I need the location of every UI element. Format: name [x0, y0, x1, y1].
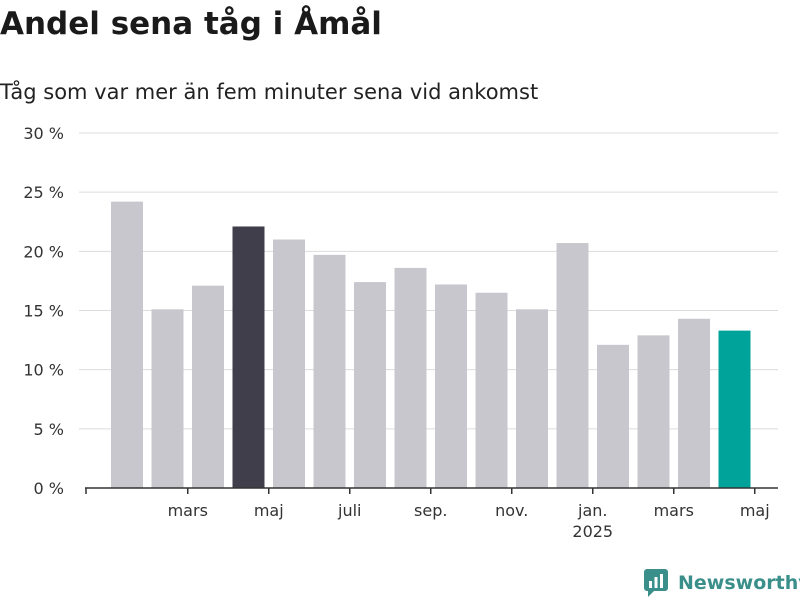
x-tick-label: juli: [337, 501, 361, 520]
y-tick-label: 0 %: [34, 479, 64, 498]
bar: [475, 292, 508, 488]
newsworthy-logo: Newsworthy: [644, 569, 800, 597]
x-tick-label: nov.: [495, 501, 528, 520]
bar: [718, 330, 751, 488]
x-tick-label: jan.: [577, 501, 607, 520]
x-tick-label: mars: [168, 501, 208, 520]
chart-title: Andel sena tåg i Åmål: [0, 6, 382, 42]
bar: [192, 285, 224, 488]
y-tick-label: 5 %: [34, 420, 64, 439]
bar: [556, 243, 589, 488]
bar: [435, 284, 467, 488]
bar: [678, 318, 710, 488]
y-tick-label: 30 %: [23, 124, 64, 143]
bar: [394, 267, 427, 488]
y-tick-label: 10 %: [23, 361, 64, 380]
x-tick-label: maj: [740, 501, 770, 520]
bar-chart-logo-icon: [644, 569, 668, 597]
bar: [232, 226, 265, 488]
bar: [313, 254, 346, 488]
y-tick-label: 25 %: [23, 183, 64, 202]
x-tick-year-label: 2025: [572, 522, 613, 541]
x-tick-label: maj: [254, 501, 284, 520]
bar: [354, 282, 386, 488]
y-tick-label: 20 %: [23, 242, 64, 261]
bar: [597, 344, 629, 488]
bar: [637, 335, 670, 488]
bar: [151, 309, 184, 488]
chart-subtitle: Tåg som var mer än fem minuter sena vid …: [0, 80, 539, 104]
y-tick-label: 15 %: [23, 302, 64, 321]
x-tick-label: mars: [654, 501, 694, 520]
bar: [273, 239, 305, 488]
bar: [516, 309, 548, 488]
bar: [111, 201, 143, 488]
brand-name: Newsworthy: [678, 572, 800, 594]
x-tick-label: sep.: [414, 501, 447, 520]
